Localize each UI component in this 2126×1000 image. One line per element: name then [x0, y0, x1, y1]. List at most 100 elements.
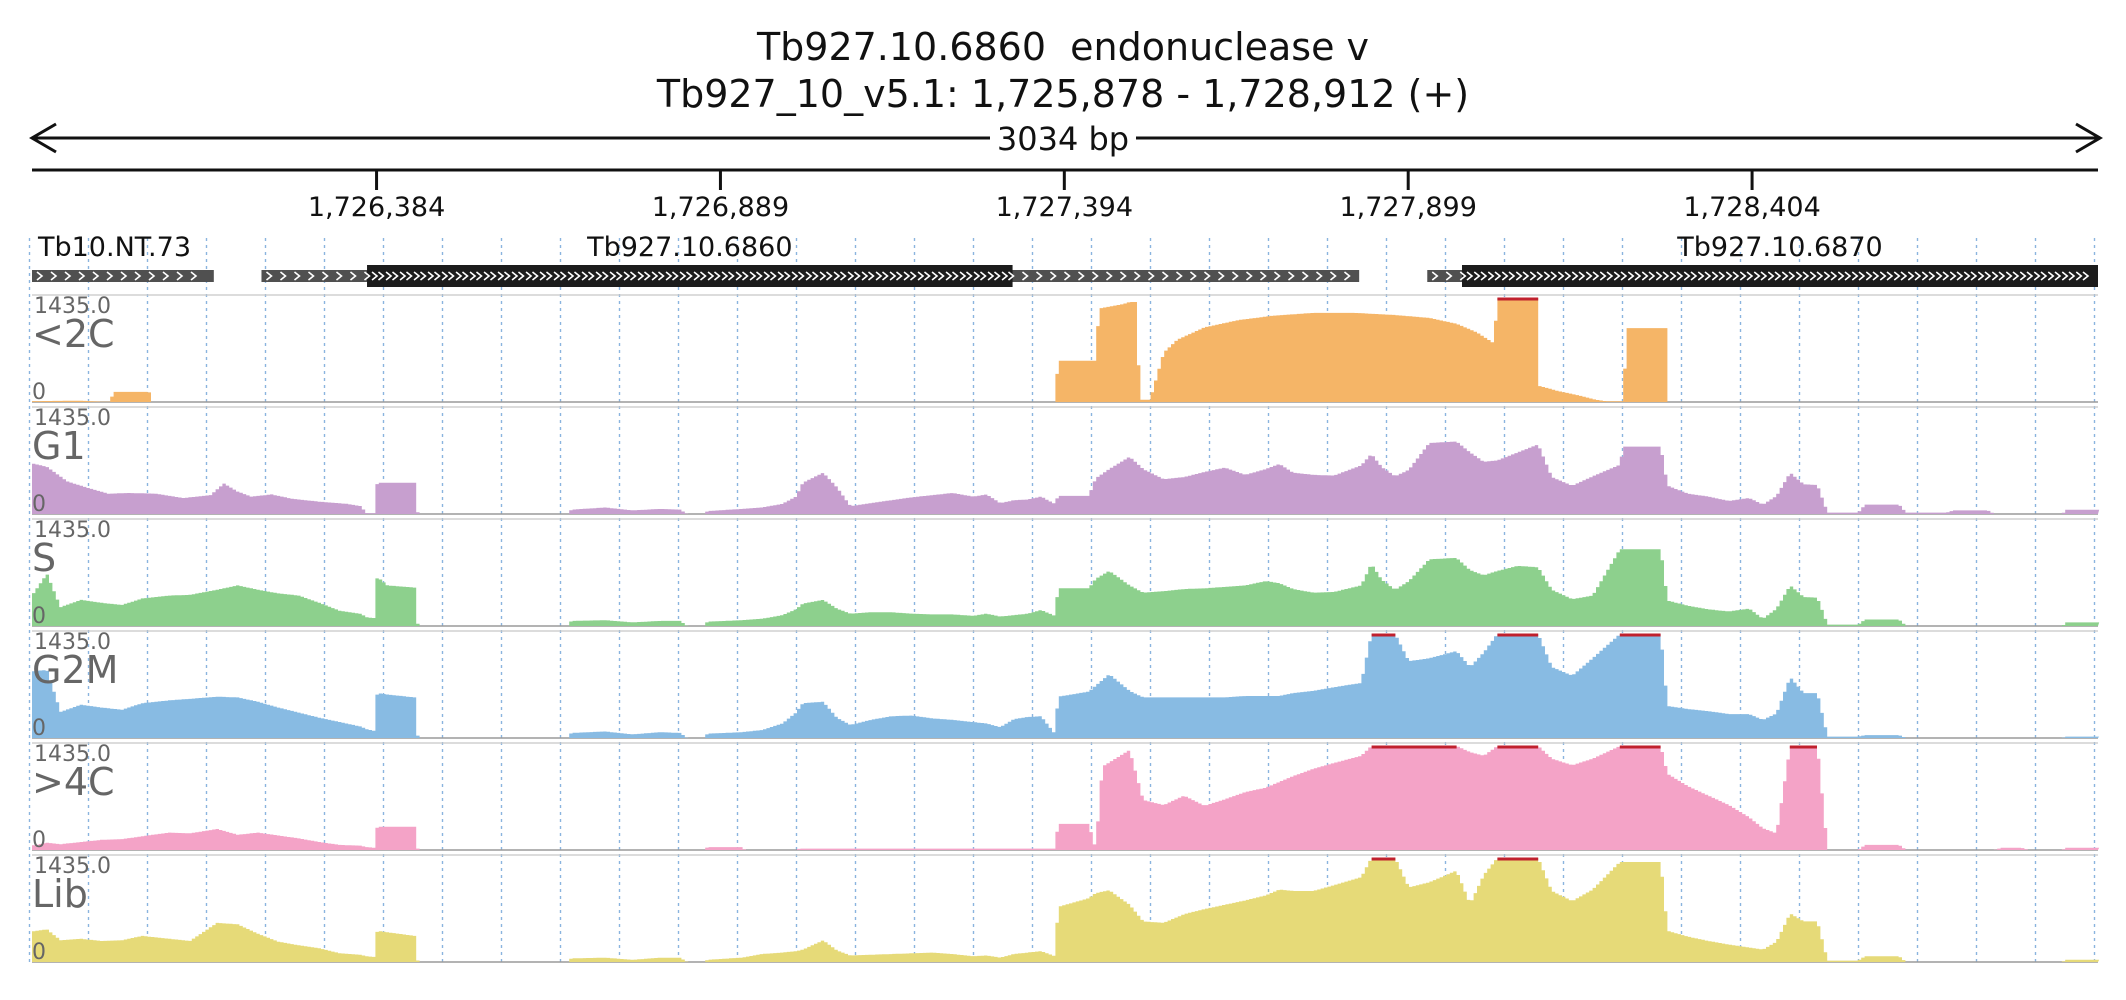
tick-label: 1,726,384: [308, 192, 445, 223]
strand-chevron: [601, 271, 609, 281]
track-4c: 1435.0>4C 0: [32, 742, 2100, 853]
strand-chevron: [1991, 271, 1999, 281]
strand-chevron: [1844, 271, 1852, 281]
strand-chevron: [651, 271, 659, 281]
strand-chevron: [1459, 271, 1467, 281]
region-coordinates: Tb927_10_v5.1: 1,725,878 - 1,728,912 (+): [656, 72, 1470, 116]
strand-chevron: [973, 271, 981, 281]
track-ymax-label: 1435.0: [34, 630, 111, 655]
strand-chevron: [475, 271, 483, 281]
strand-chevron: [134, 271, 142, 281]
strand-chevron: [1956, 271, 1964, 281]
strand-chevron: [469, 271, 477, 281]
strand-chevron: [92, 271, 100, 281]
strand-chevron: [1788, 271, 1796, 281]
strand-chevron: [419, 271, 427, 281]
strand-chevron: [1259, 271, 1267, 281]
strand-chevron: [581, 271, 589, 281]
track-ymax-label: 1435.0: [34, 406, 111, 431]
strand-chevron: [1543, 271, 1551, 281]
strand-chevron: [1091, 271, 1099, 281]
strand-chevron: [363, 271, 371, 281]
strand-chevron: [1585, 271, 1593, 281]
strand-chevron: [413, 271, 421, 281]
strand-chevron: [2033, 271, 2041, 281]
strand-chevron: [1147, 271, 1155, 281]
strand-chevron: [875, 271, 883, 281]
strand-chevron: [763, 271, 771, 281]
strand-chevron: [1613, 271, 1621, 281]
strand-chevron: [1606, 271, 1614, 281]
strand-chevron: [1928, 271, 1936, 281]
strand-chevron: [1035, 271, 1043, 281]
strand-chevron: [623, 271, 631, 281]
strand-chevron: [1984, 271, 1992, 281]
track-name: <2C: [32, 312, 115, 356]
strand-chevron: [399, 271, 407, 281]
strand-chevron: [1872, 271, 1880, 281]
track-name: >4C: [32, 760, 115, 804]
tick-label: 1,727,899: [1339, 192, 1476, 223]
strand-chevron: [1879, 271, 1887, 281]
strand-chevron: [847, 271, 855, 281]
strand-chevron: [993, 271, 1001, 281]
strand-chevron: [455, 271, 463, 281]
strand-chevron: [1718, 271, 1726, 281]
tick-label: 1,727,394: [996, 192, 1133, 223]
strand-chevron: [1858, 271, 1866, 281]
strand-chevron: [637, 271, 645, 281]
strand-chevron: [741, 271, 749, 281]
strand-chevron: [441, 271, 449, 281]
strand-chevron: [120, 271, 128, 281]
strand-chevron: [707, 271, 715, 281]
strand-chevron: [1287, 271, 1295, 281]
strand-chevron: [777, 271, 785, 281]
strand-chevron: [567, 271, 575, 281]
strand-chevron: [979, 271, 987, 281]
strand-chevron: [1231, 271, 1239, 281]
strand-chevron: [671, 271, 679, 281]
strand-chevron: [447, 271, 455, 281]
span-label: 3034 bp: [997, 120, 1129, 158]
strand-chevron: [1480, 271, 1488, 281]
track-ymin-label: 0: [32, 380, 46, 405]
strand-chevron: [50, 271, 58, 281]
strand-chevron: [595, 271, 603, 281]
strand-chevron: [1119, 271, 1127, 281]
coverage-tracks: 1435.0<2C01435.0G101435.0S01435.0G2M0143…: [32, 294, 2100, 965]
strand-chevron: [1620, 271, 1628, 281]
strand-chevron: [1753, 271, 1761, 281]
strand-chevron: [148, 271, 156, 281]
coverage-area: [32, 858, 2100, 962]
strand-chevron: [2026, 271, 2034, 281]
strand-chevron: [965, 271, 973, 281]
strand-chevron: [951, 271, 959, 281]
strand-chevron: [1550, 271, 1558, 281]
track-ymax-label: 1435.0: [34, 742, 111, 767]
strand-chevron: [545, 271, 553, 281]
strand-chevron: [405, 271, 413, 281]
strand-chevron: [1536, 271, 1544, 281]
strand-chevron: [867, 271, 875, 281]
strand-chevron: [1893, 271, 1901, 281]
strand-chevron: [643, 271, 651, 281]
strand-chevron: [797, 271, 805, 281]
strand-chevron: [1473, 271, 1481, 281]
strand-chevron: [1487, 271, 1495, 281]
strand-chevron: [1746, 271, 1754, 281]
strand-chevron: [2054, 271, 2062, 281]
strand-chevron: [853, 271, 861, 281]
strand-chevron: [1508, 271, 1516, 281]
strand-chevron: [839, 271, 847, 281]
strand-chevron: [176, 271, 184, 281]
track-ymax-label: 1435.0: [34, 518, 111, 543]
feature-label: Tb927.10.6870: [1676, 232, 1882, 263]
strand-chevron: [833, 271, 841, 281]
track-ymin-label: 0: [32, 604, 46, 629]
strand-chevron: [909, 271, 917, 281]
strand-chevron: [923, 271, 931, 281]
strand-chevron: [931, 271, 939, 281]
coverage-area: [32, 746, 2100, 850]
strand-chevron: [1021, 271, 1029, 281]
